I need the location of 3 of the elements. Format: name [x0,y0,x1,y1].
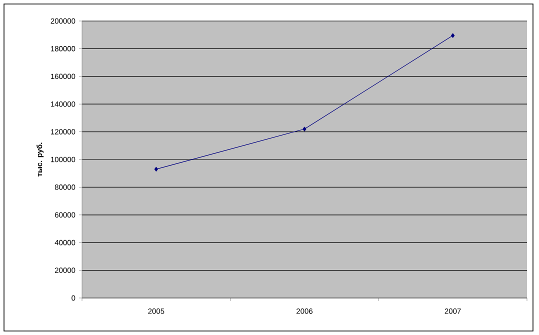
point [302,126,306,132]
point [154,166,158,172]
point [451,33,455,38]
